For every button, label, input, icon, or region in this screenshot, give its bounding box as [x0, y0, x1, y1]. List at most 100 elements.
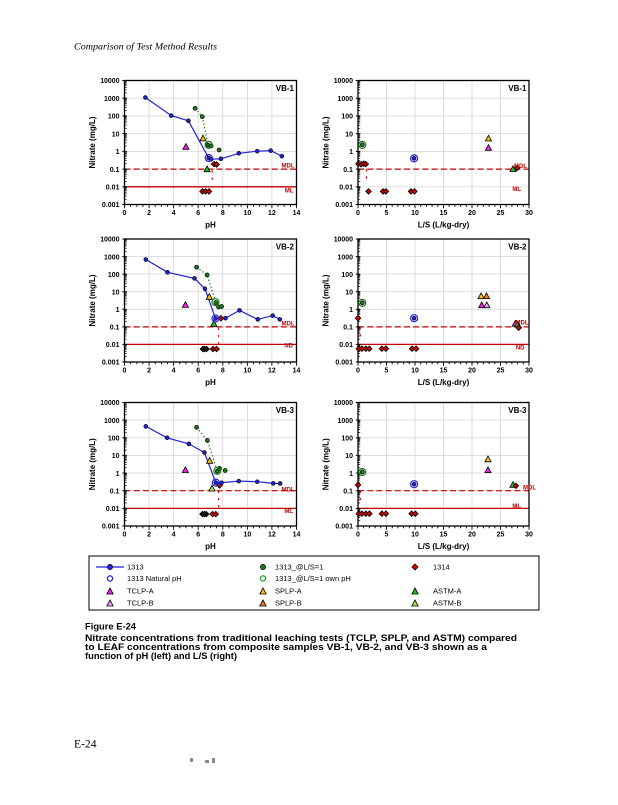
svg-text:1313: 1313: [127, 563, 144, 572]
svg-text:L/S (L/kg-dry): L/S (L/kg-dry): [418, 378, 470, 387]
svg-text:1314: 1314: [433, 563, 450, 572]
svg-text:ML: ML: [512, 187, 521, 193]
svg-text:MDL: MDL: [282, 164, 295, 170]
svg-text:pH: pH: [205, 542, 216, 551]
svg-text:0.001: 0.001: [102, 522, 120, 531]
svg-text:10000: 10000: [100, 76, 119, 85]
svg-text:0.01: 0.01: [106, 340, 120, 349]
svg-text:8: 8: [221, 210, 225, 217]
svg-text:15: 15: [440, 368, 448, 375]
svg-text:10000: 10000: [334, 398, 353, 407]
svg-text:10: 10: [244, 368, 252, 375]
svg-text:25: 25: [497, 210, 505, 217]
svg-text:ML: ML: [285, 189, 294, 195]
svg-text:TCLP-A: TCLP-A: [127, 587, 154, 596]
svg-text:4: 4: [172, 532, 176, 539]
svg-text:ND: ND: [516, 345, 525, 351]
svg-text:10: 10: [411, 368, 419, 375]
svg-text:0: 0: [123, 532, 127, 539]
svg-text:VB-1: VB-1: [508, 84, 527, 93]
svg-text:10: 10: [112, 287, 120, 296]
svg-text:1313 Natural pH: 1313 Natural pH: [127, 574, 182, 583]
svg-text:0.1: 0.1: [110, 486, 120, 495]
svg-text:10: 10: [244, 532, 252, 539]
svg-text:MDL: MDL: [282, 488, 295, 494]
svg-text:10000: 10000: [334, 76, 353, 85]
svg-text:1000: 1000: [104, 416, 120, 425]
svg-text:0.1: 0.1: [343, 323, 353, 332]
svg-text:Nitrate (mg/L): Nitrate (mg/L): [322, 116, 331, 168]
svg-text:TCLP-B: TCLP-B: [127, 599, 154, 608]
svg-text:10000: 10000: [100, 235, 119, 244]
svg-text:12: 12: [268, 532, 276, 539]
svg-text:VB-2: VB-2: [276, 243, 295, 252]
svg-text:2: 2: [147, 368, 151, 375]
svg-text:5: 5: [385, 532, 389, 539]
svg-text:10: 10: [112, 129, 120, 138]
svg-text:ASTM-A: ASTM-A: [433, 587, 461, 596]
svg-text:100: 100: [341, 270, 353, 279]
svg-text:14: 14: [293, 532, 301, 539]
svg-text:0.1: 0.1: [343, 486, 353, 495]
svg-text:10: 10: [345, 451, 353, 460]
svg-text:4: 4: [172, 368, 176, 375]
svg-text:0.001: 0.001: [102, 358, 120, 367]
svg-text:SPLP-A: SPLP-A: [275, 587, 302, 596]
svg-text:100: 100: [341, 434, 353, 443]
svg-text:1: 1: [116, 469, 120, 478]
svg-text:pH: pH: [205, 221, 216, 230]
svg-text:Nitrate (mg/L): Nitrate (mg/L): [88, 438, 97, 490]
svg-text:Figure E-24: Figure E-24: [85, 622, 136, 632]
svg-text:30: 30: [525, 210, 533, 217]
svg-text:SPLP-B: SPLP-B: [275, 599, 302, 608]
svg-text:L/S (L/kg-dry): L/S (L/kg-dry): [418, 221, 470, 230]
svg-text:0.1: 0.1: [110, 323, 120, 332]
svg-text:100: 100: [108, 112, 120, 121]
svg-text:14: 14: [293, 210, 301, 217]
svg-text:1000: 1000: [338, 416, 354, 425]
svg-text:ND: ND: [284, 344, 293, 350]
svg-text:8: 8: [221, 368, 225, 375]
svg-text:10000: 10000: [334, 235, 353, 244]
svg-text:4: 4: [172, 210, 176, 217]
svg-text:0.01: 0.01: [339, 504, 353, 513]
svg-text:0.01: 0.01: [339, 340, 353, 349]
svg-text:0.01: 0.01: [106, 183, 120, 192]
svg-text:1: 1: [349, 147, 353, 156]
svg-text:1: 1: [116, 305, 120, 314]
svg-text:ML: ML: [284, 509, 293, 515]
svg-text:15: 15: [440, 210, 448, 217]
svg-text:0: 0: [356, 210, 360, 217]
svg-text:0.1: 0.1: [110, 165, 120, 174]
svg-text:1: 1: [116, 147, 120, 156]
svg-text:12: 12: [268, 210, 276, 217]
svg-text:VB-2: VB-2: [508, 243, 527, 252]
svg-text:Nitrate (mg/L): Nitrate (mg/L): [88, 116, 97, 168]
svg-text:1000: 1000: [104, 94, 120, 103]
svg-text:14: 14: [293, 368, 301, 375]
svg-text:function of pH (left) and L/S: function of pH (left) and L/S (right): [85, 651, 237, 661]
svg-text:0: 0: [123, 210, 127, 217]
svg-text:8: 8: [221, 532, 225, 539]
svg-text:1: 1: [349, 305, 353, 314]
svg-text:10: 10: [112, 451, 120, 460]
svg-text:100: 100: [108, 434, 120, 443]
svg-text:5: 5: [385, 368, 389, 375]
svg-text:Nitrate (mg/L): Nitrate (mg/L): [322, 274, 331, 326]
svg-text:0.001: 0.001: [335, 358, 353, 367]
svg-text:0: 0: [356, 368, 360, 375]
svg-text:6: 6: [196, 532, 200, 539]
svg-text:1: 1: [349, 469, 353, 478]
svg-text:10: 10: [345, 129, 353, 138]
svg-text:VB-3: VB-3: [276, 406, 295, 415]
svg-text:pH: pH: [205, 378, 216, 387]
svg-text:20: 20: [468, 532, 476, 539]
svg-text:10: 10: [411, 532, 419, 539]
svg-text:1000: 1000: [104, 252, 120, 261]
svg-text:2: 2: [147, 532, 151, 539]
svg-text:12: 12: [268, 368, 276, 375]
svg-text:L/S (L/kg-dry): L/S (L/kg-dry): [418, 542, 470, 551]
svg-text:1000: 1000: [338, 252, 354, 261]
svg-text:Comparison of Test Method Resu: Comparison of Test Method Results: [74, 42, 217, 53]
svg-text:MDL: MDL: [514, 164, 527, 170]
